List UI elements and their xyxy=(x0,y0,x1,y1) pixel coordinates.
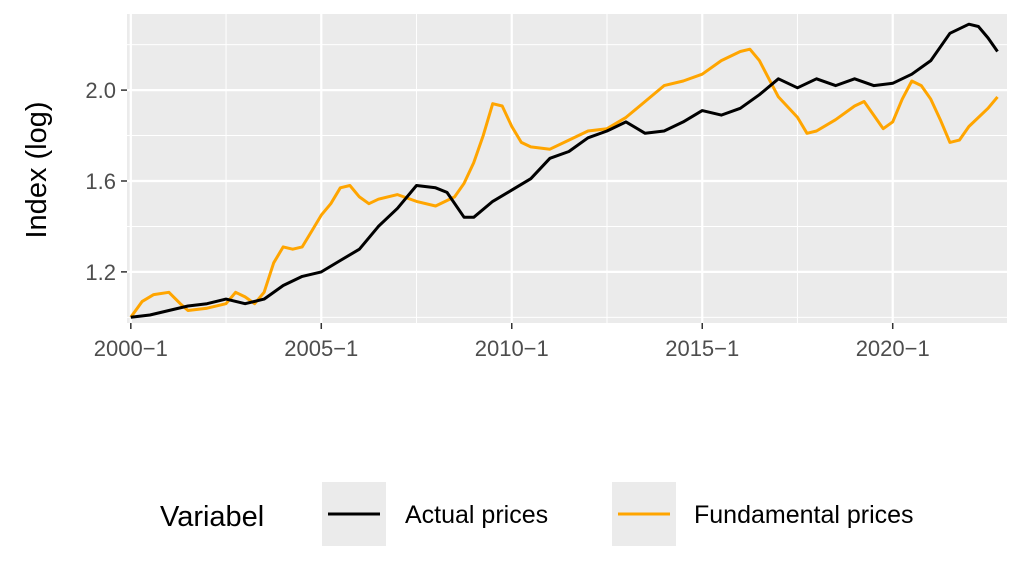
y-axis-title: Index (log) xyxy=(21,101,53,238)
x-tick-label: 2005−1 xyxy=(284,336,358,361)
series-line-fundamental-prices xyxy=(129,47,999,319)
grid-major xyxy=(127,14,1007,323)
legend-label-fundamental: Fundamental prices xyxy=(694,501,914,529)
x-axis: 2000−1 2005−1 2010−1 2015−1 2020−1 xyxy=(94,323,930,361)
legend-title: Variabel xyxy=(160,501,264,533)
panel-background xyxy=(127,14,1007,323)
grid-minor xyxy=(127,14,1007,323)
legend: Variabel Actual prices Fundamental price… xyxy=(160,482,914,546)
x-tick-label: 2000−1 xyxy=(94,336,168,361)
x-tick-label: 2015−1 xyxy=(665,336,739,361)
y-axis: 1.2 1.6 2.0 xyxy=(85,78,127,285)
y-tick-label: 1.6 xyxy=(85,169,116,194)
y-tick-label: 2.0 xyxy=(85,78,116,103)
series-lines xyxy=(129,22,999,319)
legend-label-actual: Actual prices xyxy=(405,501,548,529)
x-tick-label: 2020−1 xyxy=(856,336,930,361)
y-tick-label: 1.2 xyxy=(85,260,116,285)
series-line-actual-prices xyxy=(130,22,999,319)
x-tick-label: 2010−1 xyxy=(475,336,549,361)
